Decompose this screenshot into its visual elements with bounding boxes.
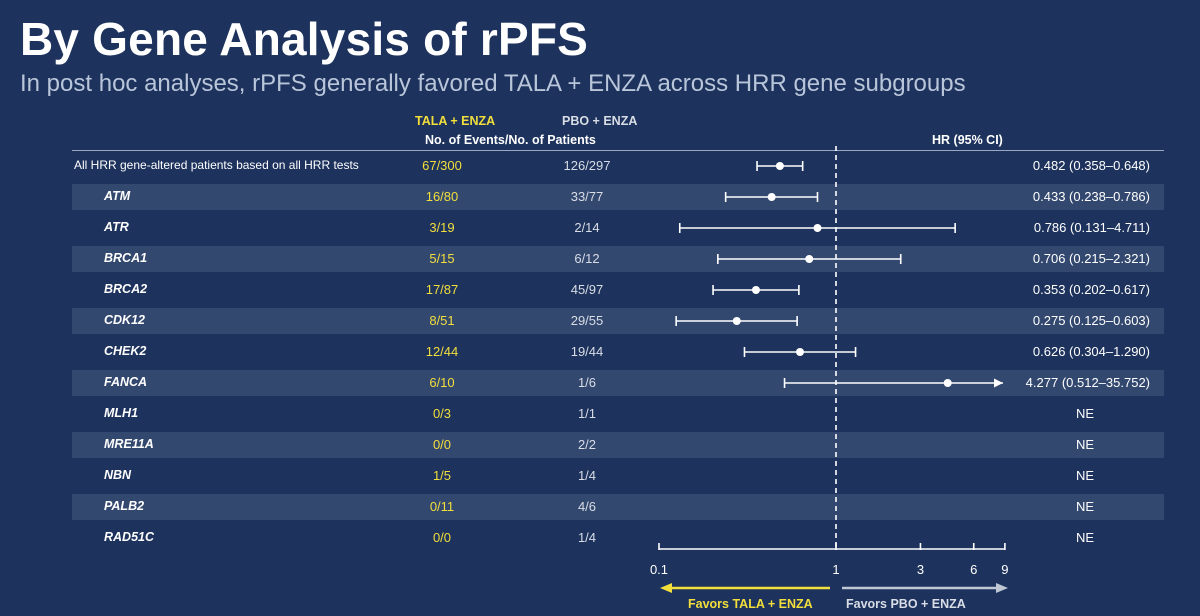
table-row: RAD51C 0/0 1/4 NE: [72, 525, 1164, 551]
x-tick-label: 9: [1001, 562, 1008, 577]
tala-events: 12/44: [425, 344, 459, 359]
tala-events: 8/51: [429, 313, 455, 328]
tala-events: 1/5: [432, 468, 452, 483]
x-tick-label: 1: [832, 562, 839, 577]
row-label: ATM: [104, 189, 131, 203]
hr-value: 0.433 (0.238–0.786): [1032, 189, 1150, 204]
hr-value: NE: [1075, 499, 1094, 514]
row-label: PALB2: [104, 499, 145, 513]
hr-point: [805, 255, 814, 263]
tala-events: 67/300: [422, 158, 462, 173]
row-label: All HRR gene-altered patients based on a…: [74, 158, 359, 172]
row-label: CHEK2: [104, 344, 147, 358]
header-tala-arm: TALA + ENZA: [415, 114, 496, 128]
hr-point: [767, 193, 776, 201]
hr-point: [943, 379, 952, 387]
tala-events: 3/19: [429, 220, 455, 235]
row-label: NBN: [104, 468, 132, 482]
row-label: FANCA: [104, 375, 148, 389]
page-subtitle: In post hoc analyses, rPFS generally fav…: [20, 70, 966, 97]
tala-events: 6/10: [429, 375, 455, 390]
hr-value: 0.275 (0.125–0.603): [1032, 313, 1150, 328]
table-row: MLH1 0/3 1/1 NE: [72, 401, 1164, 427]
tala-events: 17/87: [425, 282, 459, 297]
header-events: No. of Events/No. of Patients: [425, 133, 596, 147]
ci-arrow: [994, 378, 1003, 388]
hr-point: [732, 317, 741, 325]
hr-value: 0.626 (0.304–1.290): [1032, 344, 1150, 359]
pbo-events: 1/6: [577, 375, 597, 390]
pbo-events: 2/14: [574, 220, 600, 235]
hr-point: [751, 286, 760, 294]
pbo-events: 45/97: [570, 282, 604, 297]
tala-events: 5/15: [429, 251, 455, 266]
hr-value: NE: [1075, 437, 1094, 452]
table-row: ATM 16/80 33/77 0.433 (0.238–0.786): [72, 184, 1164, 210]
tala-events: 16/80: [425, 189, 459, 204]
table-row: ATR 3/19 2/14 0.786 (0.131–4.711): [72, 215, 1164, 241]
legend-favors-tala: Favors TALA + ENZA: [688, 597, 813, 611]
table-row: MRE11A 0/0 2/2 NE: [72, 432, 1164, 458]
tala-events: 0/11: [429, 499, 455, 514]
header-divider: [72, 150, 1164, 151]
pbo-events: 126/297: [563, 158, 611, 173]
hr-value: 0.706 (0.215–2.321): [1032, 251, 1150, 266]
table-row: BRCA1 5/15 6/12 0.706 (0.215–2.321): [72, 246, 1164, 272]
legend-favors-pbo: Favors PBO + ENZA: [846, 597, 966, 611]
favors-tala-arrow-head: [660, 583, 672, 593]
row-label: MRE11A: [104, 437, 154, 451]
hr-value: 0.482 (0.358–0.648): [1032, 158, 1150, 173]
table-row: NBN 1/5 1/4 NE: [72, 463, 1164, 489]
hr-point: [813, 224, 822, 232]
row-label: BRCA1: [104, 251, 148, 265]
hr-value: NE: [1075, 468, 1094, 483]
table-row: PALB2 0/11 4/6 NE: [72, 494, 1164, 520]
pbo-events: 1/4: [577, 468, 597, 483]
header-hr: HR (95% CI): [932, 133, 1003, 147]
pbo-events: 4/6: [577, 499, 597, 514]
favors-pbo-arrow-head: [996, 583, 1008, 593]
x-tick-label: 0.1: [650, 562, 668, 577]
row-label: ATR: [104, 220, 129, 234]
hr-value: 0.353 (0.202–0.617): [1032, 282, 1150, 297]
pbo-events: 33/77: [570, 189, 604, 204]
table-row: BRCA2 17/87 45/97 0.353 (0.202–0.617): [72, 277, 1164, 303]
pbo-events: 1/1: [577, 406, 597, 421]
row-label: BRCA2: [104, 282, 148, 296]
row-label: CDK12: [104, 313, 145, 327]
row-label: RAD51C: [104, 530, 155, 544]
table-row: CHEK2 12/44 19/44 0.626 (0.304–1.290): [72, 339, 1164, 365]
tala-events: 0/0: [432, 437, 452, 452]
pbo-events: 19/44: [570, 344, 604, 359]
pbo-events: 1/4: [577, 530, 597, 545]
tala-events: 0/3: [432, 406, 452, 421]
page-title: By Gene Analysis of rPFS: [20, 13, 589, 65]
header-pbo-arm: PBO + ENZA: [562, 114, 638, 128]
hr-point: [775, 162, 784, 170]
x-tick-label: 6: [970, 562, 977, 577]
hr-value: NE: [1075, 406, 1094, 421]
hr-value: NE: [1075, 530, 1094, 545]
row-label: MLH1: [104, 406, 139, 420]
pbo-events: 6/12: [574, 251, 600, 266]
pbo-events: 2/2: [577, 437, 597, 452]
hr-value: 4.277 (0.512–35.752): [1025, 375, 1150, 390]
pbo-events: 29/55: [570, 313, 604, 328]
table-row: CDK12 8/51 29/55 0.275 (0.125–0.603): [72, 308, 1164, 334]
hr-value: 0.786 (0.131–4.711): [1033, 220, 1150, 235]
table-row: All HRR gene-altered patients based on a…: [72, 153, 1164, 179]
tala-events: 0/0: [432, 530, 452, 545]
x-tick-label: 3: [917, 562, 924, 577]
hr-point: [795, 348, 804, 356]
